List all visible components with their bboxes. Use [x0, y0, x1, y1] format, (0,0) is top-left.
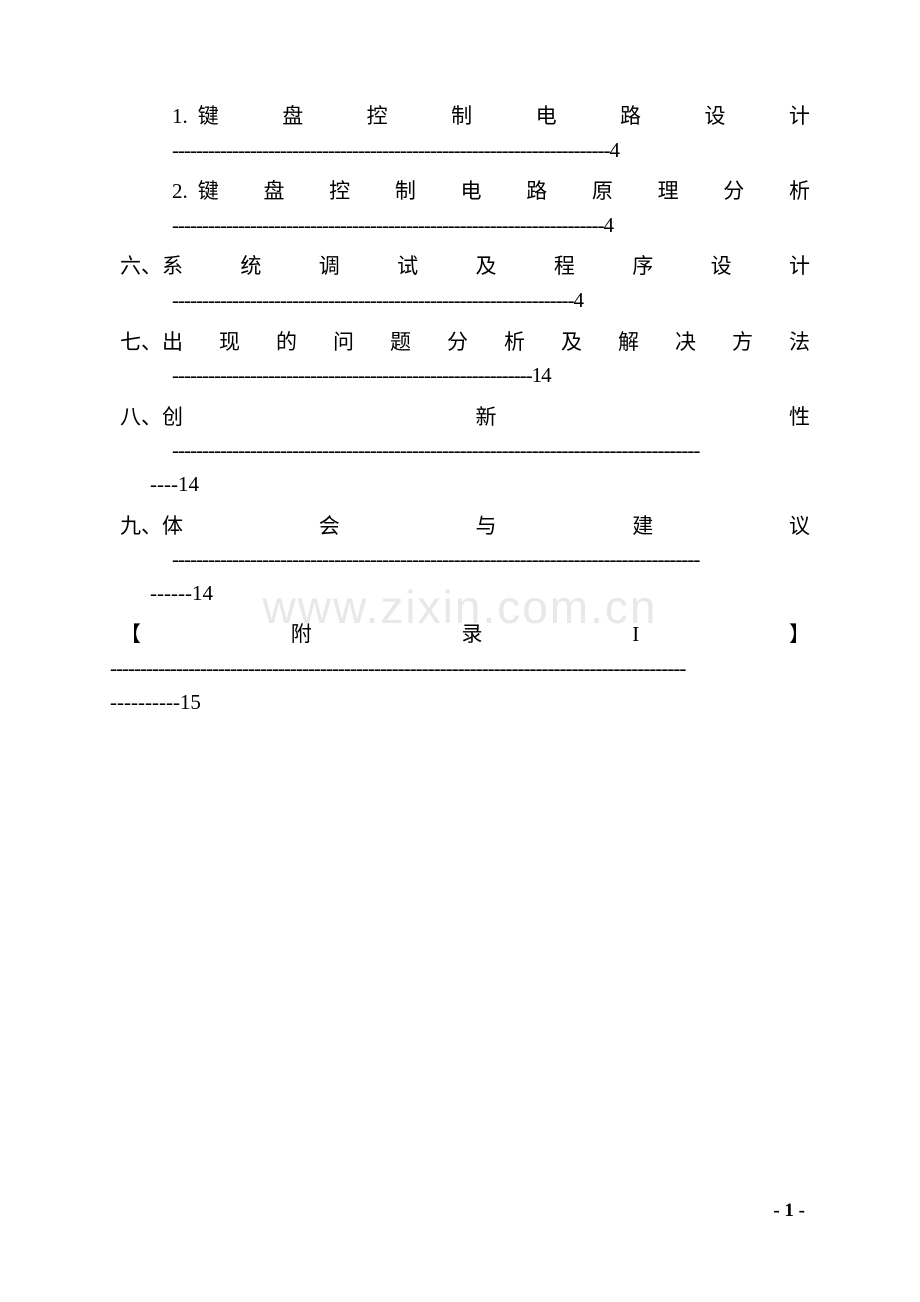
toc-dash-line: ----------------------------------------…: [172, 543, 810, 577]
toc-prefix: 六、: [120, 250, 162, 284]
toc-entry: 九、 体 会 与 建 议 ---------------------------…: [120, 510, 810, 611]
toc-dash-line: ----------------------------------------…: [110, 652, 810, 686]
toc-title: 体 会 与 建 议: [162, 510, 810, 544]
toc-entry: 1. 键 盘 控 制 电 路 设 计 ---------------------…: [172, 100, 810, 167]
toc-title-line: 八、 创 新 性: [120, 401, 810, 435]
page-number: - 1 -: [773, 1200, 805, 1222]
toc-title-line: 【 附 录 I 】: [120, 618, 810, 652]
toc-entry: 2. 键 盘 控 制 电 路 原 理 分 析 -----------------…: [172, 175, 810, 242]
toc-prefix: 2.: [172, 175, 188, 209]
toc-continuation: ------14: [150, 577, 810, 611]
toc-title-line: 2. 键 盘 控 制 电 路 原 理 分 析: [172, 175, 810, 209]
toc-title: 创 新 性: [162, 401, 810, 435]
toc-title: 键 盘 控 制 电 路 原 理 分 析: [198, 175, 810, 209]
toc-entry: 八、 创 新 性 -------------------------------…: [120, 401, 810, 502]
toc-title: 【 附 录 I 】: [120, 618, 810, 652]
toc-title: 出 现 的 问 题 分 析 及 解 决 方 法: [162, 326, 810, 360]
toc-prefix: 1.: [172, 100, 188, 134]
toc-dash-line: ----------------------------------------…: [172, 434, 810, 468]
toc-title-line: 1. 键 盘 控 制 电 路 设 计: [172, 100, 810, 134]
toc-continuation: ----14: [150, 468, 810, 502]
toc-title: 系 统 调 试 及 程 序 设 计: [162, 250, 810, 284]
toc-prefix: 【: [120, 618, 141, 652]
toc-prefix: 八、: [120, 401, 162, 435]
toc-title: 键 盘 控 制 电 路 设 计: [198, 100, 810, 134]
toc-prefix: 七、: [120, 326, 162, 360]
toc-dash-line: ----------------------------------------…: [172, 209, 810, 243]
toc-dash-line: ----------------------------------------…: [172, 284, 810, 318]
toc-dash-line: ----------------------------------------…: [172, 359, 810, 393]
toc-title-line: 七、 出 现 的 问 题 分 析 及 解 决 方 法: [120, 326, 810, 360]
toc-entry: 六、 系 统 调 试 及 程 序 设 计 -------------------…: [120, 250, 810, 317]
toc-title-line: 六、 系 统 调 试 及 程 序 设 计: [120, 250, 810, 284]
toc-continuation: ----------15: [110, 686, 810, 720]
toc-dash-line: ----------------------------------------…: [172, 134, 810, 168]
page-content: 1. 键 盘 控 制 电 路 设 计 ---------------------…: [0, 0, 920, 719]
toc-title-line: 九、 体 会 与 建 议: [120, 510, 810, 544]
toc-prefix: 九、: [120, 510, 162, 544]
toc-entry: 【 附 录 I 】 ------------------------------…: [120, 618, 810, 719]
toc-entry: 七、 出 现 的 问 题 分 析 及 解 决 方 法 -------------…: [120, 326, 810, 393]
